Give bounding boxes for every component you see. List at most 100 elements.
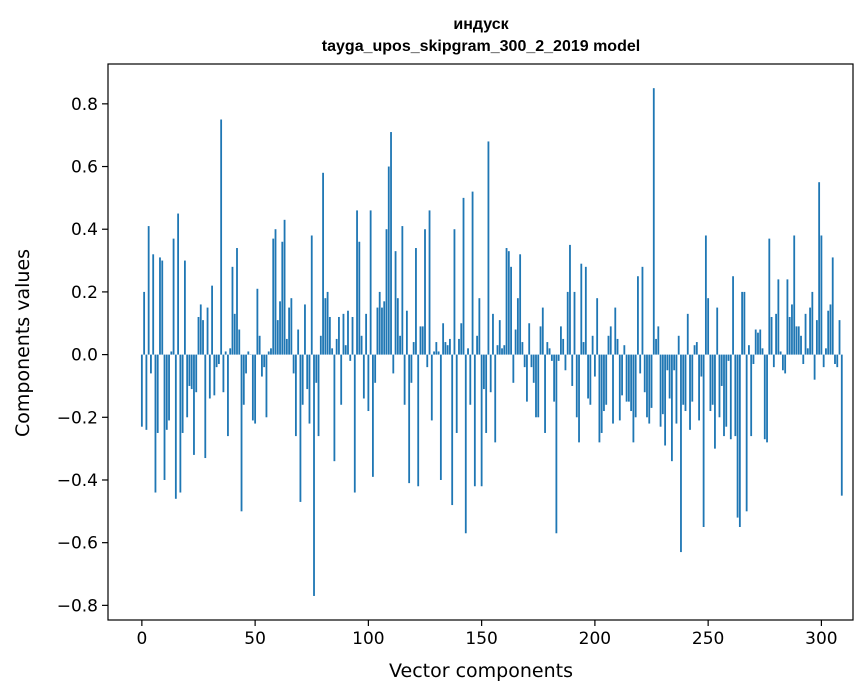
bar xyxy=(707,298,710,355)
bar xyxy=(578,354,580,443)
bar xyxy=(405,310,408,355)
bar xyxy=(772,354,775,368)
bar xyxy=(820,235,823,355)
bar xyxy=(745,354,748,512)
bar xyxy=(285,338,288,355)
x-axis-label: Vector components xyxy=(389,660,573,682)
bar xyxy=(503,345,506,355)
bar xyxy=(564,354,567,371)
bar xyxy=(612,354,614,424)
bar xyxy=(281,241,284,355)
bar xyxy=(147,226,150,355)
bar xyxy=(480,354,483,487)
bar xyxy=(254,354,257,424)
bar xyxy=(714,354,716,449)
bar xyxy=(417,354,420,487)
bar xyxy=(224,351,227,355)
bar xyxy=(238,329,241,355)
bar xyxy=(512,354,515,383)
bars-group xyxy=(140,88,843,596)
bar xyxy=(410,354,413,383)
bar xyxy=(458,338,460,355)
bar xyxy=(557,354,560,361)
bar xyxy=(267,351,270,355)
bar xyxy=(795,326,798,355)
bar xyxy=(673,354,676,371)
bar xyxy=(261,354,263,377)
bar xyxy=(492,313,494,355)
y-tick-label: −0.8 xyxy=(57,596,98,616)
bar xyxy=(761,348,764,355)
bar xyxy=(290,298,293,355)
bar xyxy=(813,354,816,380)
y-tick-label: −0.6 xyxy=(57,534,98,554)
bar xyxy=(485,354,488,433)
bar xyxy=(544,354,546,433)
bar xyxy=(399,335,401,355)
bar xyxy=(442,323,445,355)
bar xyxy=(621,354,623,396)
bar xyxy=(242,354,245,405)
bar xyxy=(143,291,146,355)
bar xyxy=(340,354,343,405)
bar xyxy=(482,354,485,390)
bar xyxy=(655,338,657,355)
bar xyxy=(326,291,329,355)
bar xyxy=(168,354,170,421)
x-tick-label: 300 xyxy=(805,629,837,649)
bar xyxy=(729,354,732,440)
bar xyxy=(661,354,664,415)
bar xyxy=(659,354,662,427)
bar xyxy=(589,354,592,405)
bar xyxy=(684,354,687,412)
bar xyxy=(709,354,712,412)
y-tick-label: 0.2 xyxy=(71,283,98,303)
bar xyxy=(609,326,612,355)
bar xyxy=(718,354,721,418)
bar xyxy=(229,348,232,355)
bar xyxy=(510,266,512,355)
bar xyxy=(634,354,637,418)
bar xyxy=(279,301,281,355)
bar xyxy=(392,354,395,374)
bar xyxy=(614,307,617,355)
bar xyxy=(539,326,542,355)
bar xyxy=(156,354,159,433)
bar xyxy=(297,329,300,355)
bar xyxy=(802,354,805,365)
x-tick-label: 100 xyxy=(352,629,384,649)
bar xyxy=(315,354,318,383)
bar xyxy=(698,354,700,421)
bar xyxy=(677,335,680,355)
bar xyxy=(562,338,565,355)
bar xyxy=(220,119,223,355)
bar xyxy=(702,354,705,527)
bar xyxy=(666,354,669,371)
bar xyxy=(152,254,155,355)
y-tick-label: −0.4 xyxy=(57,471,98,491)
y-axis-label: Components values xyxy=(12,249,34,437)
bar xyxy=(333,354,336,462)
bar xyxy=(437,351,440,355)
bar xyxy=(401,226,404,355)
bar xyxy=(827,310,830,355)
bar xyxy=(412,342,415,355)
bar xyxy=(657,326,660,355)
bar xyxy=(213,354,216,396)
bar xyxy=(322,172,324,355)
bar xyxy=(514,329,517,355)
bar xyxy=(342,313,345,355)
bar xyxy=(630,354,633,412)
bar xyxy=(496,345,499,355)
bar xyxy=(548,348,551,355)
bar xyxy=(204,354,207,459)
bar xyxy=(385,229,388,355)
bar xyxy=(815,320,818,355)
bar xyxy=(163,354,166,480)
y-tick-label: 0.4 xyxy=(71,220,98,240)
bar xyxy=(695,342,698,355)
bar xyxy=(752,354,755,365)
bar xyxy=(195,354,198,393)
chart-title: индуск xyxy=(453,16,509,33)
plot-frame xyxy=(107,63,854,621)
